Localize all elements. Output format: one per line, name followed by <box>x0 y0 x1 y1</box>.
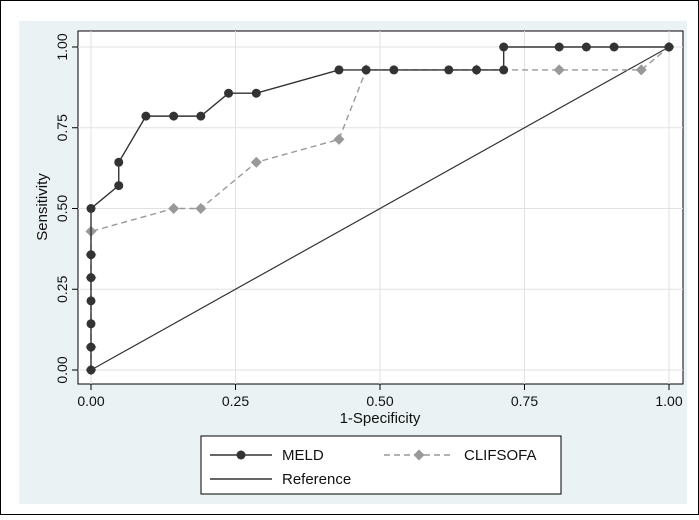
meld-point <box>361 65 371 75</box>
meld-point <box>86 273 96 283</box>
legend-item-meld: MELD <box>210 447 324 464</box>
meld-point <box>334 65 344 75</box>
meld-point <box>86 319 96 329</box>
clifsofa-point <box>553 64 565 76</box>
clifsofa-point <box>195 203 207 214</box>
meld-point <box>581 42 591 52</box>
meld-point <box>114 157 124 167</box>
y-tick-label: 1.00 <box>54 33 70 60</box>
x-tick-label: 1.00 <box>655 393 682 409</box>
meld-point <box>664 42 674 52</box>
series-layer <box>85 41 675 376</box>
legend-label-clifsofa: CLIFSOFA <box>464 447 537 464</box>
meld-point <box>86 204 96 213</box>
x-tick-label: 0.75 <box>511 393 538 409</box>
meld-point <box>444 65 454 75</box>
legend-item-clifsofa: CLIFSOFA <box>384 447 537 464</box>
meld-point <box>499 42 509 52</box>
x-tick-label: 0.00 <box>77 393 104 409</box>
clifsofa-point <box>168 203 180 214</box>
legend-box <box>200 435 562 495</box>
series-reference <box>90 46 670 371</box>
y-tick-label: 0.75 <box>54 114 70 141</box>
legend-marker-meld <box>236 450 246 460</box>
meld-point <box>389 65 399 75</box>
meld-point <box>141 111 151 121</box>
clifsofa-point <box>333 133 345 145</box>
series-meld <box>86 42 674 375</box>
x-tick-label: 0.25 <box>222 393 249 409</box>
legend-label-meld: MELD <box>282 447 324 464</box>
clifsofa-point <box>250 156 262 168</box>
legend: MELD CLIFSOFA Reference <box>200 435 562 495</box>
meld-point <box>86 365 96 375</box>
y-tick-label: 0.00 <box>54 356 70 383</box>
meld-point <box>86 296 96 306</box>
legend-items: MELD CLIFSOFA Reference <box>210 447 537 488</box>
y-axis-title: Sensitivity <box>34 173 51 241</box>
meld-point <box>554 42 564 52</box>
meld-point <box>86 250 96 260</box>
meld-point <box>251 88 261 98</box>
meld-point <box>114 181 124 191</box>
legend-item-reference: Reference <box>210 471 351 488</box>
meld-point <box>169 111 179 121</box>
clifsofa-point <box>635 64 647 76</box>
meld-point <box>196 111 206 121</box>
meld-point <box>86 342 96 352</box>
x-axis-title: 1-Specificity <box>340 410 421 427</box>
legend-marker-clifsofa <box>413 449 425 461</box>
meld-point <box>609 42 619 52</box>
x-tick-label: 0.50 <box>366 393 393 409</box>
y-tick-label: 0.50 <box>54 195 70 222</box>
meld-point <box>224 88 234 98</box>
legend-label-reference: Reference <box>282 471 351 488</box>
clifsofa-line <box>90 46 670 370</box>
meld-point <box>472 65 482 75</box>
meld-point <box>499 65 509 75</box>
axis-layer: 0.00 0.25 0.50 0.75 1.00 0.00 0.25 0.50 0.75 1.00 <box>54 33 683 409</box>
reference-line <box>90 46 670 371</box>
y-tick-label: 0.25 <box>54 275 70 302</box>
